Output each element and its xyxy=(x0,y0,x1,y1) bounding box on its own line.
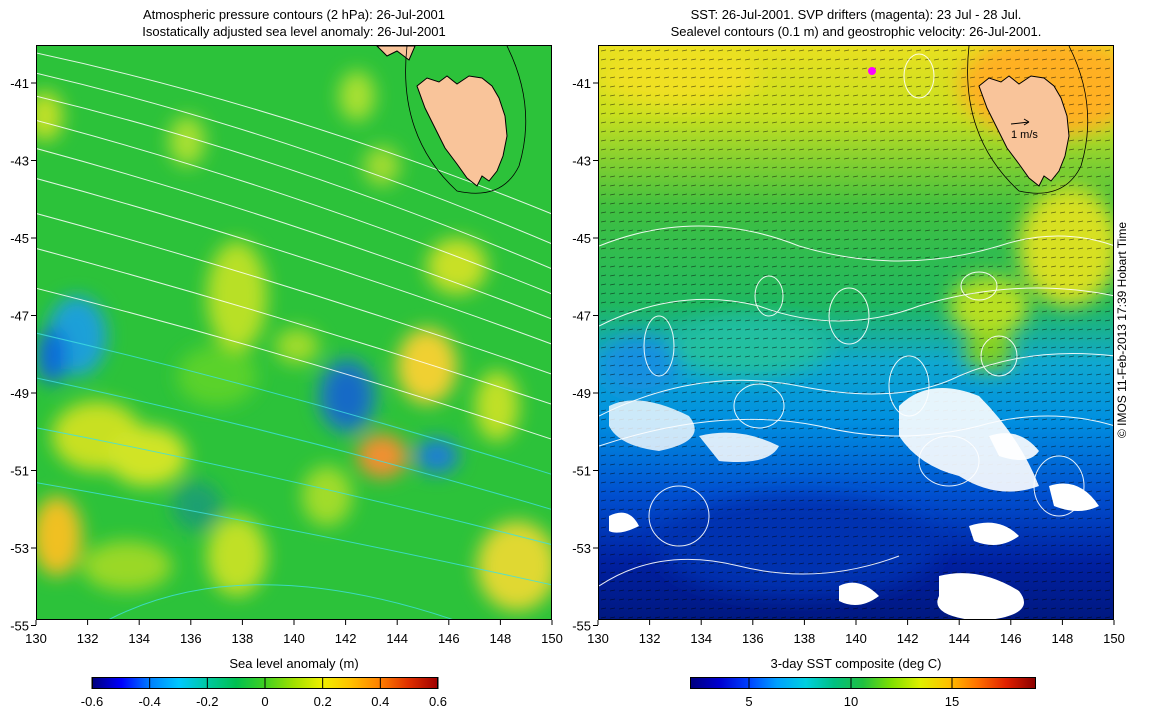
left-title-line1: Atmospheric pressure contours (2 hPa): 2… xyxy=(142,7,446,22)
right-x-tick-label: 130 xyxy=(587,631,609,646)
left-colorbar-tick-label: 0.2 xyxy=(314,694,332,709)
left-colorbar-tick-label: -0.2 xyxy=(196,694,218,709)
left-x-tick-label: 144 xyxy=(386,631,408,646)
left-y-tick-label: -51 xyxy=(10,464,29,479)
left-x-tick-label: 138 xyxy=(232,631,254,646)
left-x-tick-label: 136 xyxy=(180,631,202,646)
left-x-tick-label: 146 xyxy=(438,631,460,646)
left-y-tick-label: -55 xyxy=(10,619,29,634)
sst-field: 1 m/s xyxy=(599,46,1113,619)
left-y-tick-label: -41 xyxy=(10,76,29,91)
sea-level-anomaly-map xyxy=(36,45,552,620)
right-title-line1: SST: 26-Jul-2001. SVP drifters (magenta)… xyxy=(690,7,1022,22)
velocity-key-label: 1 m/s xyxy=(1011,129,1038,141)
right-colorbar-tick-label: 10 xyxy=(844,694,858,709)
sla-field xyxy=(37,46,551,619)
right-x-tick-label: 148 xyxy=(1052,631,1074,646)
sst-colorbar xyxy=(690,677,1036,689)
left-y-tick-label: -45 xyxy=(10,231,29,246)
left-map-title: Atmospheric pressure contours (2 hPa): 2… xyxy=(36,6,552,40)
right-x-tick-label: 140 xyxy=(845,631,867,646)
left-x-tick-label: 150 xyxy=(541,631,563,646)
left-x-tick-label: 142 xyxy=(335,631,357,646)
right-y-tick-label: -41 xyxy=(572,76,591,91)
right-x-tick-label: 144 xyxy=(948,631,970,646)
left-x-tick-label: 134 xyxy=(128,631,150,646)
right-x-tick-label: 134 xyxy=(690,631,712,646)
right-y-tick-label: -43 xyxy=(572,154,591,169)
right-y-tick-label: -49 xyxy=(572,386,591,401)
left-colorbar-tick-label: 0.6 xyxy=(429,694,447,709)
left-y-tick-label: -47 xyxy=(10,309,29,324)
left-x-tick-label: 130 xyxy=(25,631,47,646)
right-y-tick-label: -51 xyxy=(572,464,591,479)
right-y-tick-label: -55 xyxy=(572,619,591,634)
left-colorbar-tick-label: 0.4 xyxy=(371,694,389,709)
right-x-tick-label: 136 xyxy=(742,631,764,646)
left-x-tick-label: 132 xyxy=(77,631,99,646)
left-x-tick-label: 140 xyxy=(283,631,305,646)
svp-drifter-marker xyxy=(868,67,876,75)
left-title-line2: Isostatically adjusted sea level anomaly… xyxy=(142,24,446,39)
copyright-text: © IMOS 11-Feb-2013 17:39 Hobart Time xyxy=(1115,221,1129,439)
left-colorbar-tick-label: 0 xyxy=(261,694,268,709)
sst-map: 1 m/s xyxy=(598,45,1114,620)
right-colorbar-tick-label: 15 xyxy=(945,694,959,709)
left-colorbar-title: Sea level anomaly (m) xyxy=(229,656,359,671)
left-colorbar-tick-label: -0.4 xyxy=(138,694,160,709)
left-y-tick-label: -53 xyxy=(10,541,29,556)
right-title-line2: Sealevel contours (0.1 m) and geostrophi… xyxy=(670,24,1042,39)
right-x-tick-label: 132 xyxy=(639,631,661,646)
left-y-tick-label: -49 xyxy=(10,386,29,401)
left-x-tick-label: 148 xyxy=(490,631,512,646)
right-y-tick-label: -53 xyxy=(572,541,591,556)
right-y-tick-label: -47 xyxy=(572,309,591,324)
right-x-tick-label: 138 xyxy=(794,631,816,646)
right-colorbar-title: 3-day SST composite (deg C) xyxy=(770,656,942,671)
velocity-key: 1 m/s xyxy=(1010,118,1038,141)
right-x-tick-label: 146 xyxy=(1000,631,1022,646)
left-colorbar-tick-label: -0.6 xyxy=(81,694,103,709)
right-y-tick-label: -45 xyxy=(572,231,591,246)
right-x-tick-label: 142 xyxy=(897,631,919,646)
left-y-tick-label: -43 xyxy=(10,154,29,169)
right-map-title: SST: 26-Jul-2001. SVP drifters (magenta)… xyxy=(598,6,1114,40)
right-x-tick-label: 150 xyxy=(1103,631,1125,646)
right-colorbar-tick-label: 5 xyxy=(745,694,752,709)
